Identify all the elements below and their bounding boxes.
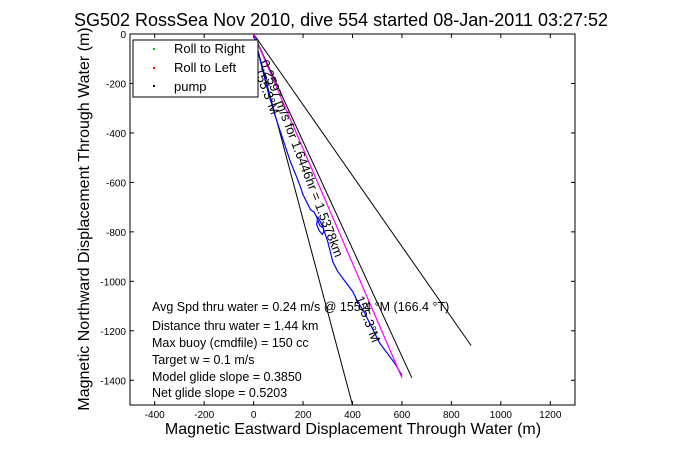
x-tick-label-5: 600	[394, 410, 411, 421]
legend-marker-roll-right	[153, 48, 155, 50]
x-tick-label-0: -400	[145, 410, 165, 421]
x-axis-label: Magnetic Eastward Displacement Through W…	[165, 421, 541, 438]
x-tick-label-8: 1200	[539, 410, 562, 421]
y-tick-label-6: -1200	[100, 327, 126, 338]
legend-marker-pump	[153, 85, 155, 87]
stat-max-buoy: Max buoy (cmdfile) = 150 cc	[152, 336, 309, 350]
x-tick-label-6: 800	[443, 410, 460, 421]
x-tick-label-2: 0	[251, 410, 257, 421]
y-tick-label-0: 0	[120, 30, 126, 41]
stat-target-w: Target w = 0.1 m/s	[152, 353, 254, 367]
legend-label-roll-left: Roll to Left	[174, 60, 237, 75]
legend-label-roll-right: Roll to Right	[174, 41, 245, 56]
x-tick-label-1: -200	[194, 410, 214, 421]
y-tick-label-2: -400	[106, 129, 126, 140]
x-tick-labels: -400 -200 0 200 400 600 800 1000 1200	[145, 410, 562, 421]
legend-label-pump: pump	[174, 79, 207, 94]
stat-avg-speed: Avg Spd thru water = 0.24 m/s @ 155.4 °M…	[152, 300, 449, 314]
stat-net-glide: Net glide slope = 0.5203	[152, 386, 287, 400]
y-axis-label: Magnetic Northward Displacement Through …	[76, 27, 93, 410]
legend: Roll to Right Roll to Left pump	[132, 39, 259, 98]
x-tick-label-7: 1000	[490, 410, 513, 421]
y-tick-label-3: -600	[106, 178, 126, 189]
reference-line-2	[253, 34, 413, 379]
series-line-heading	[253, 34, 403, 379]
x-tick-label-4: 400	[344, 410, 361, 421]
reference-line-0	[253, 34, 472, 346]
y-tick-label-1: -200	[106, 79, 126, 90]
reference-lines	[253, 34, 472, 405]
series-line-track	[253, 34, 403, 376]
y-tick-labels: 0 -200 -400 -600 -800 -1000 -1200 -1400	[100, 30, 126, 387]
y-tick-label-5: -1000	[100, 277, 126, 288]
x-tick-label-3: 200	[295, 410, 312, 421]
chart-title: SG502 RossSea Nov 2010, dive 554 started…	[74, 10, 608, 30]
stat-model-glide: Model glide slope = 0.3850	[152, 370, 302, 384]
legend-marker-roll-left	[153, 67, 155, 69]
y-tick-label-4: -800	[106, 228, 126, 239]
y-tick-label-7: -1400	[100, 376, 126, 387]
reference-line-1	[253, 34, 353, 405]
series-lines	[253, 34, 403, 379]
stat-distance: Distance thru water = 1.44 km	[152, 319, 318, 333]
stats-block: Avg Spd thru water = 0.24 m/s @ 155.4 °M…	[152, 300, 449, 400]
